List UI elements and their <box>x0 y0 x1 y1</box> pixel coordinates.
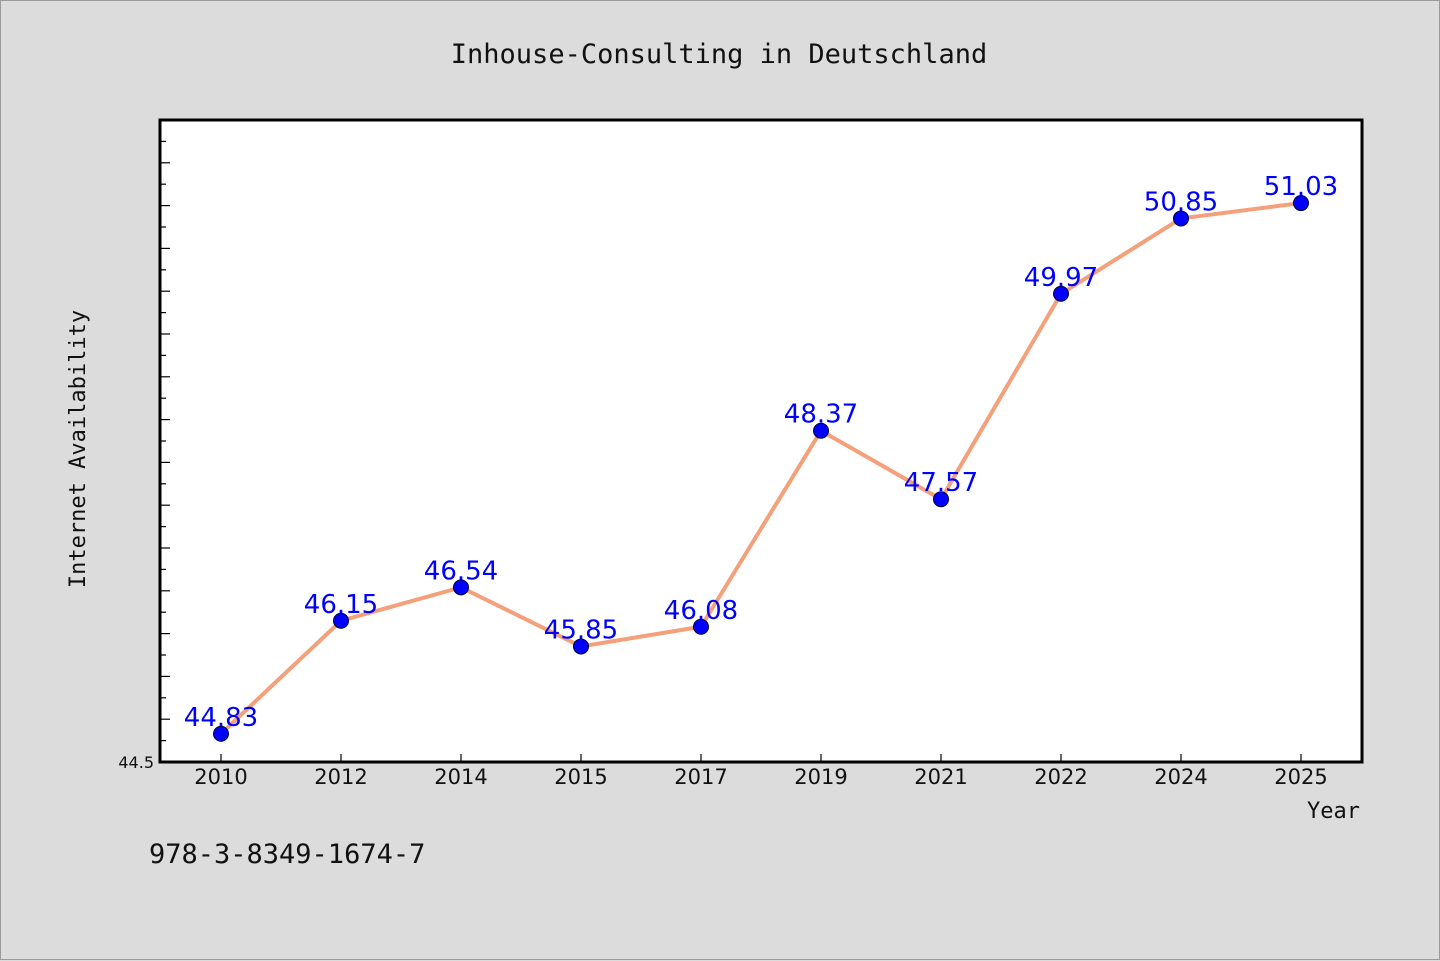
x-tick-label: 2019 <box>794 765 847 789</box>
x-tick-label: 2012 <box>314 765 367 789</box>
data-label: 46.15 <box>304 590 378 620</box>
data-label: 50.85 <box>1144 187 1218 217</box>
x-tick-label: 2014 <box>434 765 487 789</box>
data-point <box>1173 210 1189 227</box>
data-point <box>573 638 589 655</box>
y-axis-title: Internet Availability <box>66 310 91 588</box>
data-point <box>693 618 709 635</box>
data-point <box>933 491 949 508</box>
y-axis-ticks <box>160 140 170 742</box>
x-axis-tick-labels: 2010 2012 2014 2015 2017 2019 2021 2022 2024 2025 <box>194 765 1327 789</box>
x-tick-label: 2015 <box>554 765 607 789</box>
chart-title: Inhouse-Consulting in Deutschland <box>451 39 987 70</box>
x-tick-label: 2025 <box>1274 765 1327 789</box>
y-tick-label: 44.5 <box>118 753 154 772</box>
x-tick-label: 2024 <box>1154 765 1207 789</box>
data-label: 44.83 <box>184 703 258 733</box>
footer-identifier: 978-3-8349-1674-7 <box>149 839 425 870</box>
x-tick-label: 2022 <box>1034 765 1087 789</box>
data-labels-group: 44.83 46.15 46.54 45.85 46.08 48.37 47.57 49.97… <box>184 172 1338 733</box>
plot-area <box>158 118 1364 764</box>
series-line <box>219 201 1303 736</box>
x-tick-label: 2010 <box>194 765 247 789</box>
x-axis-title: Year <box>1307 799 1360 824</box>
data-point <box>333 612 349 629</box>
data-label: 46.08 <box>664 596 738 626</box>
data-label: 49.97 <box>1024 263 1098 293</box>
data-label: 46.54 <box>424 556 498 586</box>
x-tick-label: 2021 <box>914 765 967 789</box>
data-point <box>1293 195 1309 212</box>
data-label: 47.57 <box>904 468 978 498</box>
x-tick-label: 2017 <box>674 765 727 789</box>
data-point <box>1053 285 1069 302</box>
data-point <box>813 422 829 439</box>
data-label: 51.03 <box>1264 172 1338 202</box>
series-group <box>213 195 1309 742</box>
x-axis-ticks <box>220 754 1302 762</box>
data-label: 48.37 <box>784 400 858 430</box>
data-label: 45.85 <box>544 615 618 645</box>
data-point <box>213 725 229 742</box>
data-point <box>453 579 469 596</box>
